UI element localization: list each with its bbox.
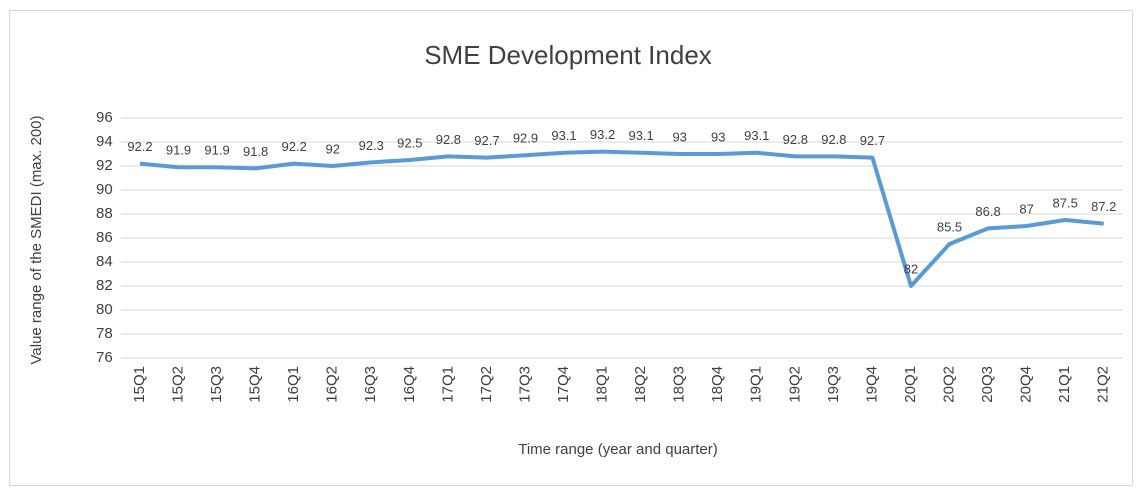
x-tick-label: 15Q2 — [169, 366, 186, 403]
x-tick-label: 15Q3 — [208, 366, 225, 403]
y-tick-label: 78 — [96, 325, 113, 342]
x-tick-label: 21Q2 — [1095, 366, 1112, 403]
data-label: 92.8 — [821, 132, 846, 147]
y-tick-label: 88 — [96, 205, 113, 222]
x-tick-label: 16Q4 — [401, 366, 418, 403]
x-tick-label: 19Q2 — [786, 366, 803, 403]
x-tick-label: 16Q2 — [324, 366, 341, 403]
data-label: 92.2 — [127, 139, 152, 154]
data-label: 92.2 — [282, 139, 307, 154]
x-tick-label: 16Q1 — [285, 366, 302, 403]
data-label: 93.1 — [628, 128, 653, 143]
data-label: 86.8 — [975, 204, 1000, 219]
x-tick-label: 17Q4 — [555, 366, 572, 403]
y-axis-label: Value range of the SMEDI (max. 200) — [28, 115, 45, 364]
data-label: 85.5 — [937, 219, 962, 234]
data-label: 91.8 — [243, 144, 268, 159]
x-tick-label: 17Q2 — [478, 366, 495, 403]
data-label: 92 — [325, 141, 339, 156]
data-label: 92.3 — [359, 138, 384, 153]
x-tick-label: 18Q1 — [594, 366, 611, 403]
y-tick-label: 80 — [96, 301, 113, 318]
data-label: 92.8 — [436, 132, 461, 147]
data-label: 91.9 — [204, 143, 229, 158]
data-label: 82 — [904, 261, 918, 276]
x-tick-label: 17Q3 — [516, 366, 533, 403]
x-tick-label: 19Q3 — [825, 366, 842, 403]
x-tick-label: 15Q4 — [247, 366, 264, 403]
x-tick-label: 20Q1 — [902, 366, 919, 403]
data-label: 93.1 — [551, 128, 576, 143]
line — [139, 149, 1104, 288]
data-label: 92.7 — [474, 133, 499, 148]
x-tick-label: 20Q4 — [1018, 366, 1035, 403]
x-axis-label: Time range (year and quarter) — [518, 441, 718, 458]
data-label: 93.1 — [744, 128, 769, 143]
y-tick-label: 94 — [96, 133, 113, 150]
data-label: 92.8 — [783, 132, 808, 147]
x-tick-label: 18Q2 — [632, 366, 649, 403]
data-label: 93 — [672, 129, 686, 144]
x-tick-label: 15Q1 — [131, 366, 148, 403]
data-label: 92.5 — [397, 135, 422, 150]
y-tick-label: 76 — [96, 349, 113, 366]
data-label: 93.2 — [590, 127, 615, 142]
data-label: 92.7 — [860, 133, 885, 148]
data-label: 87.2 — [1091, 199, 1116, 214]
x-tick-label: 20Q3 — [979, 366, 996, 403]
y-tick-label: 84 — [96, 253, 113, 270]
y-tick-label: 82 — [96, 277, 113, 294]
y-tick-label: 92 — [96, 157, 113, 174]
data-label: 93 — [711, 129, 725, 144]
data-label: 92.9 — [513, 131, 538, 146]
data-label: 91.9 — [166, 143, 191, 158]
x-tick-label: 20Q2 — [940, 366, 957, 403]
chart-title: SME Development Index — [424, 40, 712, 70]
data-label: 87.5 — [1053, 195, 1078, 210]
x-tick-label: 19Q4 — [863, 366, 880, 403]
data-label: 87 — [1019, 201, 1033, 216]
y-tick-label: 90 — [96, 181, 113, 198]
x-tick-label: 21Q1 — [1056, 366, 1073, 403]
y-tick-label: 96 — [96, 109, 113, 126]
x-tick-label: 18Q3 — [671, 366, 688, 403]
y-tick-label: 86 — [96, 229, 113, 246]
chart-border — [9, 10, 1133, 486]
x-tick-label: 19Q1 — [748, 366, 765, 403]
x-tick-label: 17Q1 — [439, 366, 456, 403]
x-tick-label: 18Q4 — [709, 366, 726, 403]
x-tick-label: 16Q3 — [362, 366, 379, 403]
